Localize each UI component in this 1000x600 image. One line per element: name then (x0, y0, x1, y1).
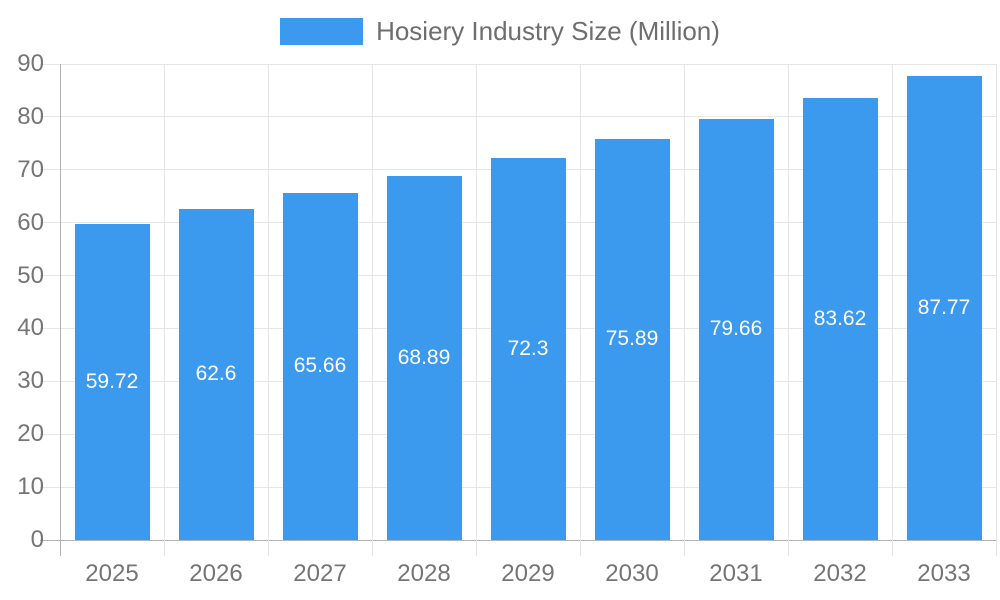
y-axis-tick-label: 0 (30, 526, 44, 553)
x-axis-tick-label: 2027 (293, 560, 347, 587)
x-axis-tick-label: 2029 (501, 560, 555, 587)
x-axis-tick-label: 2031 (709, 560, 763, 587)
y-gridline (40, 539, 996, 541)
y-axis-tick-label: 20 (17, 420, 44, 448)
bar[interactable]: 65.66 (282, 192, 358, 540)
bar[interactable]: 62.6 (178, 208, 254, 540)
x-axis-tick-label: 2030 (605, 560, 659, 587)
bar-value-label: 62.6 (195, 362, 237, 386)
x-gridline (371, 64, 373, 556)
x-axis-tick-label: 2025 (85, 560, 139, 587)
y-axis-tick-label: 70 (17, 155, 44, 183)
bar-value-label: 68.89 (397, 345, 451, 369)
x-axis-tick-label: 2033 (917, 560, 971, 587)
y-axis-tick-label: 40 (17, 314, 44, 342)
bar-value-label: 65.66 (293, 354, 347, 378)
x-gridline (995, 64, 997, 556)
bar[interactable]: 68.89 (386, 175, 462, 540)
bar[interactable]: 87.77 (906, 75, 982, 540)
x-gridline (579, 64, 581, 556)
bar-value-label: 83.62 (813, 306, 867, 330)
bar[interactable]: 59.72 (74, 224, 150, 540)
legend-swatch (280, 17, 364, 45)
x-gridline (787, 64, 789, 556)
bar-value-label: 72.3 (507, 336, 549, 360)
bar[interactable]: 72.3 (490, 157, 566, 540)
bar[interactable]: 79.66 (698, 118, 774, 540)
bar-value-label: 87.77 (917, 295, 971, 319)
y-axis-tick-label: 90 (17, 50, 44, 77)
y-gridline (40, 116, 996, 118)
x-gridline (891, 64, 893, 556)
y-axis-tick-label: 10 (17, 473, 44, 501)
x-gridline (163, 64, 165, 556)
x-gridline (267, 64, 269, 556)
bar[interactable]: 75.89 (594, 138, 670, 540)
x-axis-tick-label: 2026 (189, 560, 243, 587)
y-axis-tick-label: 80 (17, 102, 44, 130)
chart-legend[interactable]: Hosiery Industry Size (Million) (0, 16, 1000, 46)
bar[interactable]: 83.62 (802, 97, 878, 540)
y-gridline (40, 63, 996, 65)
bar-value-label: 75.89 (605, 327, 659, 351)
bar-value-label: 79.66 (709, 317, 763, 341)
bar-value-label: 59.72 (85, 370, 139, 394)
x-gridline (683, 64, 685, 556)
y-axis-tick-label: 60 (17, 208, 44, 236)
x-axis-tick-label: 2032 (813, 560, 867, 587)
legend-label: Hosiery Industry Size (Million) (376, 15, 720, 46)
y-axis-tick-label: 50 (17, 261, 44, 289)
x-axis-tick-label: 2028 (397, 560, 451, 587)
y-axis-tick-label: 30 (17, 367, 44, 395)
x-gridline (475, 64, 477, 556)
y-axis-line (59, 64, 61, 556)
